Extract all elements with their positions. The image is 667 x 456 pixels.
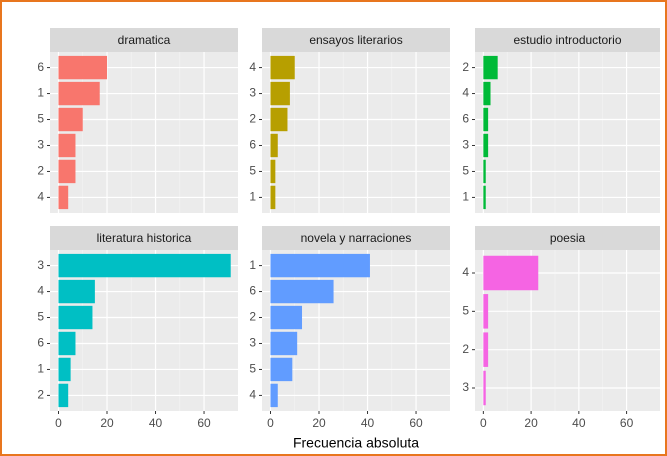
strip-title: dramatica bbox=[118, 33, 171, 47]
bar bbox=[483, 332, 489, 367]
bar bbox=[483, 159, 486, 184]
y-tick-label: 2 bbox=[249, 310, 256, 324]
x-tick-label: 0 bbox=[267, 416, 274, 430]
bar bbox=[483, 255, 539, 291]
x-tick-label: 20 bbox=[100, 416, 114, 430]
y-tick-label: 6 bbox=[462, 112, 469, 126]
bar bbox=[483, 81, 491, 106]
x-axis-label: Frecuencia absoluta bbox=[293, 435, 419, 451]
y-tick-label: 5 bbox=[37, 112, 44, 126]
bar bbox=[270, 133, 278, 158]
y-tick-label: 5 bbox=[462, 164, 469, 178]
y-tick-label: 2 bbox=[37, 388, 44, 402]
bar bbox=[270, 357, 293, 382]
bar bbox=[270, 331, 298, 356]
bar bbox=[270, 185, 276, 210]
x-tick-label: 0 bbox=[55, 416, 62, 430]
y-tick-label: 4 bbox=[249, 388, 256, 402]
bar bbox=[58, 305, 93, 330]
y-tick-label: 3 bbox=[249, 336, 256, 350]
bar bbox=[270, 253, 370, 278]
y-tick-label: 1 bbox=[37, 86, 44, 100]
y-tick-label: 1 bbox=[462, 190, 469, 204]
strip bbox=[50, 28, 238, 52]
bar bbox=[483, 370, 486, 406]
bar bbox=[483, 55, 498, 80]
strip-title: novela y narraciones bbox=[301, 231, 412, 245]
strip-title: literatura historica bbox=[97, 231, 192, 245]
bar bbox=[58, 107, 83, 132]
bar bbox=[58, 159, 76, 184]
y-tick-label: 1 bbox=[37, 362, 44, 376]
strip bbox=[475, 28, 660, 52]
y-tick-label: 3 bbox=[462, 380, 469, 394]
bar bbox=[58, 383, 69, 408]
bar bbox=[483, 185, 486, 210]
x-tick-label: 0 bbox=[480, 416, 487, 430]
strip bbox=[50, 226, 238, 250]
bar bbox=[58, 279, 95, 304]
bar bbox=[270, 383, 278, 408]
x-tick-label: 40 bbox=[572, 416, 586, 430]
y-tick-label: 4 bbox=[37, 190, 44, 204]
y-tick-label: 2 bbox=[462, 342, 469, 356]
bar bbox=[270, 279, 334, 304]
y-tick-label: 4 bbox=[249, 60, 256, 74]
y-tick-label: 3 bbox=[37, 258, 44, 272]
x-tick-label: 40 bbox=[361, 416, 375, 430]
y-tick-label: 6 bbox=[249, 284, 256, 298]
y-tick-label: 4 bbox=[462, 265, 469, 279]
bar bbox=[58, 185, 69, 210]
x-tick-label: 60 bbox=[197, 416, 211, 430]
bar bbox=[58, 357, 71, 382]
y-tick-label: 1 bbox=[249, 190, 256, 204]
x-tick-label: 60 bbox=[620, 416, 634, 430]
y-tick-label: 3 bbox=[462, 138, 469, 152]
y-tick-label: 5 bbox=[37, 310, 44, 324]
x-tick-label: 20 bbox=[524, 416, 538, 430]
strip-title: estudio introductorio bbox=[513, 33, 621, 47]
bar bbox=[58, 55, 108, 80]
bar bbox=[270, 81, 290, 106]
y-tick-label: 3 bbox=[249, 86, 256, 100]
bar bbox=[270, 305, 303, 330]
bar bbox=[58, 253, 231, 278]
strip bbox=[262, 28, 450, 52]
panel bbox=[475, 52, 660, 213]
y-tick-label: 2 bbox=[462, 60, 469, 74]
y-tick-label: 6 bbox=[37, 60, 44, 74]
x-tick-label: 60 bbox=[409, 416, 423, 430]
bar bbox=[270, 159, 276, 184]
bar bbox=[483, 107, 489, 132]
y-tick-label: 6 bbox=[37, 336, 44, 350]
bar bbox=[58, 331, 76, 356]
strip bbox=[475, 226, 660, 250]
bar bbox=[58, 81, 100, 106]
strip bbox=[262, 226, 450, 250]
bar bbox=[270, 55, 295, 80]
strip-title: ensayos literarios bbox=[309, 33, 402, 47]
y-tick-label: 4 bbox=[462, 86, 469, 100]
bar bbox=[58, 133, 76, 158]
x-tick-label: 40 bbox=[149, 416, 163, 430]
bar bbox=[483, 294, 489, 329]
y-tick-label: 2 bbox=[37, 164, 44, 178]
y-tick-label: 6 bbox=[249, 138, 256, 152]
y-tick-label: 1 bbox=[249, 258, 256, 272]
y-tick-label: 3 bbox=[37, 138, 44, 152]
bar bbox=[270, 107, 288, 132]
y-tick-label: 5 bbox=[249, 362, 256, 376]
strip-title: poesia bbox=[550, 231, 586, 245]
bar bbox=[483, 133, 489, 158]
y-tick-label: 5 bbox=[249, 164, 256, 178]
y-tick-label: 2 bbox=[249, 112, 256, 126]
y-tick-label: 5 bbox=[462, 304, 469, 318]
x-tick-label: 20 bbox=[312, 416, 326, 430]
y-tick-label: 4 bbox=[37, 284, 44, 298]
